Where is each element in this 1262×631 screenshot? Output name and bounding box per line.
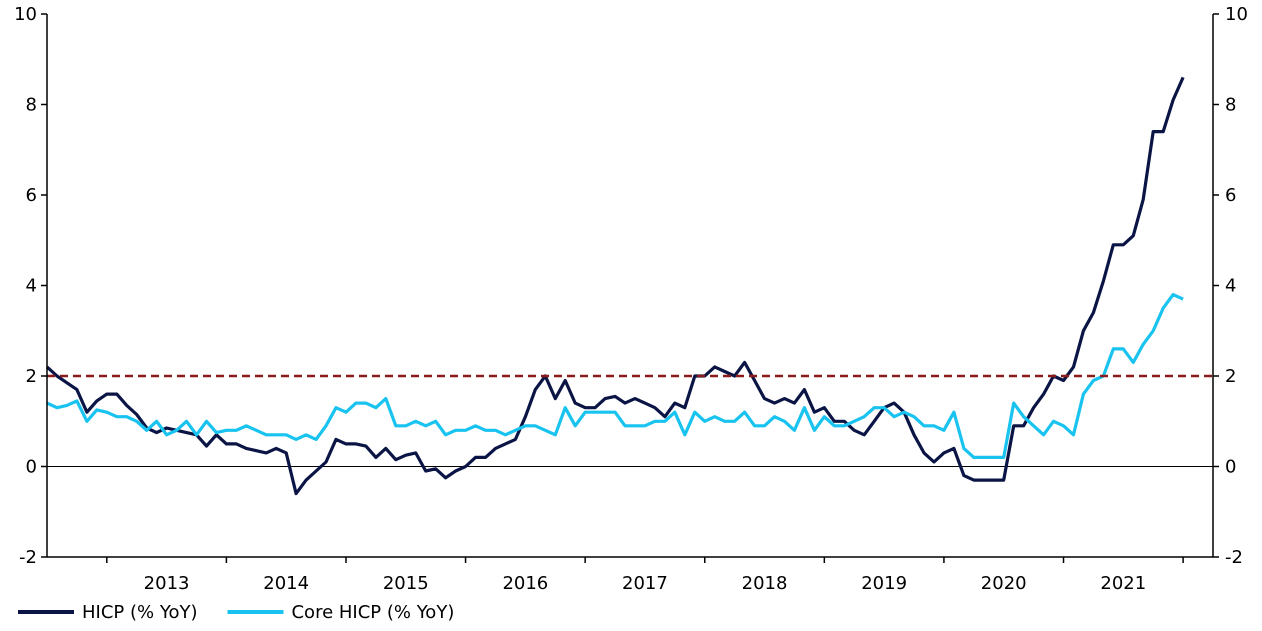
y-tick-label-right: -2: [1225, 547, 1243, 568]
y-tick-label-left: 2: [26, 366, 37, 387]
x-tick-label: 2017: [622, 573, 668, 594]
y-tick-label-right: 0: [1225, 457, 1236, 478]
axes: 10 8 6 4 2 0 -2 10 8 6 4 2 0 -2 2013 2014 2015 2016 2017 20…: [14, 4, 1248, 594]
series-line-core-hicp: [46, 293, 1184, 459]
y-tick-label-left: 4: [26, 276, 37, 297]
x-tick-label: 2019: [861, 573, 907, 594]
x-tick-label: 2020: [981, 573, 1027, 594]
x-tick-label: 2018: [742, 573, 788, 594]
y-tick-label-right: 8: [1225, 95, 1236, 116]
series-line-hicp: [45, 76, 1185, 496]
y-tick-label-left: 6: [26, 185, 37, 206]
x-tick-label: 2014: [263, 573, 309, 594]
y-tick-label-right: 6: [1225, 185, 1236, 206]
y-tick-label-left: -2: [19, 547, 37, 568]
y-tick-label-left: 0: [26, 457, 37, 478]
x-tick-label: 2016: [502, 573, 548, 594]
legend-label-core-hicp: Core HICP (% YoY): [291, 602, 454, 623]
y-tick-label-left: 8: [26, 95, 37, 116]
legend: HICP (% YoY) Core HICP (% YoY): [18, 602, 454, 623]
plot-area: [45, 76, 1213, 496]
x-tick-label: 2013: [144, 573, 190, 594]
x-tick-label: 2021: [1100, 573, 1146, 594]
y-tick-label-right: 10: [1225, 4, 1248, 25]
legend-label-hicp: HICP (% YoY): [82, 602, 197, 623]
y-tick-label-left: 10: [14, 4, 37, 25]
y-tick-label-right: 2: [1225, 366, 1236, 387]
x-tick-label: 2015: [383, 573, 429, 594]
y-tick-label-right: 4: [1225, 276, 1236, 297]
